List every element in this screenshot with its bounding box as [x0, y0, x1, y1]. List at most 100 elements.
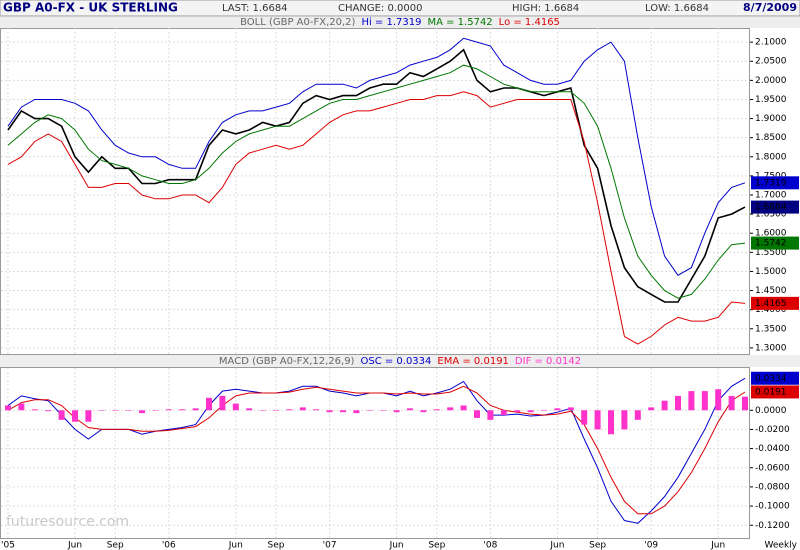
x-tick-label: Sep [268, 541, 285, 550]
x-tick-label: Jun [549, 541, 564, 550]
bar [701, 391, 708, 411]
bar [219, 395, 226, 411]
bar [45, 410, 52, 412]
bar [527, 410, 534, 413]
bar [567, 407, 574, 411]
x-note: Weekly [765, 541, 798, 550]
bar [688, 391, 695, 411]
bar [179, 409, 186, 411]
value-tag-label: 0.0334 [755, 374, 787, 384]
panel-title-text: BOLL (GBP A0-FX,20,2) [240, 17, 355, 28]
bar [420, 410, 427, 413]
bar [259, 410, 266, 411]
series-line [7, 48, 746, 303]
value-tag-label: 1.7319 [755, 178, 787, 188]
bar [98, 410, 105, 411]
bar [581, 410, 588, 425]
bar [18, 403, 25, 411]
x-tick-label: Jun [710, 541, 725, 550]
x-tick-label: Jun [228, 541, 243, 550]
value-tag-label: 1.5742 [755, 239, 787, 249]
y-tick-label: -0.1000 [755, 502, 790, 512]
value-tag [751, 296, 799, 310]
panel-title: MACD (GBP A0-FX,12,26,9) OSC = 0.0334 EMA … [219, 356, 581, 367]
header-low: LOW: 1.6684 [645, 3, 709, 14]
value-tag [751, 385, 799, 399]
x-tick-label: Sep [428, 541, 445, 550]
x-tick-label: Jun [67, 541, 82, 550]
bar [5, 405, 11, 411]
x-tick-label: '08 [483, 541, 497, 550]
series-line [7, 385, 746, 515]
bar [541, 410, 547, 411]
bar [31, 409, 38, 411]
y-tick-label: -0.1200 [755, 521, 790, 531]
bar [192, 408, 199, 411]
bar [286, 409, 293, 411]
bar [366, 410, 373, 411]
bar [165, 409, 172, 411]
y-tick-label: -0.0600 [755, 463, 790, 473]
bar [125, 410, 132, 411]
y-tick-label: -0.0200 [755, 425, 790, 435]
y-tick-label: 1.7000 [755, 191, 787, 201]
bar [299, 407, 306, 411]
bar [353, 410, 360, 414]
bar [112, 410, 119, 411]
header-date: 8/7/2009 [743, 1, 797, 14]
panel-title-text: MACD (GBP A0-FX,12,26,9) [219, 356, 355, 367]
y-tick-label: 1.3000 [755, 343, 787, 353]
y-tick-label: 1.4000 [755, 305, 787, 315]
y-tick-label: 2.0500 [755, 57, 787, 67]
bar [661, 400, 668, 411]
bar [447, 407, 454, 411]
bar [313, 409, 320, 411]
value-tag-label: 0.0191 [755, 387, 787, 397]
panel-title-bar [0, 17, 800, 28]
bar [675, 395, 681, 411]
plot-frame [0, 28, 750, 355]
bar [742, 396, 748, 411]
bar [232, 403, 239, 411]
header-change: CHANGE: 0.0000 [338, 3, 422, 14]
y-tick-label: 1.5000 [755, 267, 787, 277]
bar [58, 410, 65, 420]
x-tick-label: Jun [389, 541, 404, 550]
y-tick-label: 1.8500 [755, 133, 787, 143]
bar [621, 410, 628, 430]
x-tick-label: Sep [107, 541, 124, 550]
watermark: futuresource.com [6, 514, 129, 530]
bar [273, 410, 279, 411]
y-tick-label: 2.0000 [755, 76, 787, 86]
header-last: LAST: 1.6684 [222, 3, 288, 14]
bar [554, 408, 561, 411]
y-tick-label: 1.5500 [755, 248, 787, 258]
y-tick-label: 0.0000 [755, 406, 787, 416]
legend-entry: MA = 1.5742 [427, 17, 492, 28]
y-tick-label: 1.6500 [755, 210, 787, 220]
bar [634, 410, 641, 420]
bar [326, 410, 333, 413]
bar [648, 407, 655, 411]
bar [139, 410, 145, 414]
bar [460, 405, 467, 411]
bar [728, 395, 735, 411]
bar [393, 410, 400, 413]
x-tick-label: '07 [323, 541, 337, 550]
y-tick-label: 1.9500 [755, 95, 787, 105]
legend-entry: OSC = 0.0334 [360, 356, 431, 367]
series-line [7, 91, 746, 345]
legend-entry: Hi = 1.7319 [361, 17, 421, 28]
bar [85, 410, 92, 422]
y-tick-label: 1.3500 [755, 324, 787, 334]
bar [433, 409, 440, 411]
x-tick-label: '05 [1, 541, 15, 550]
value-tag-label: 1.6684 [755, 203, 787, 213]
header-bar [0, 0, 800, 17]
panel-title-bar [0, 355, 800, 367]
x-tick-label: '09 [644, 541, 658, 550]
y-tick-label: -0.0800 [755, 482, 790, 492]
legend-entry: EMA = 0.0191 [437, 356, 509, 367]
series-line [7, 64, 746, 299]
y-tick-label: 1.6000 [755, 229, 787, 239]
